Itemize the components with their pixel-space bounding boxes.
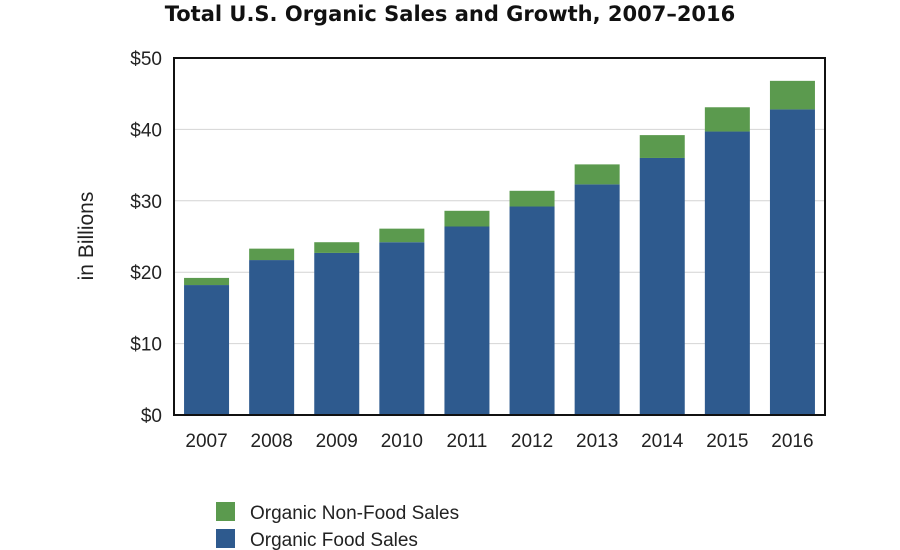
bar-segment [769, 80, 815, 110]
plot-frame [173, 57, 826, 416]
y-tick-label: $40 [130, 120, 162, 141]
chart-title: Total U.S. Organic Sales and Growth, 200… [164, 2, 736, 26]
bar-segment [314, 252, 360, 415]
bar-segment [704, 107, 750, 132]
bar-segment [184, 285, 230, 415]
y-tick-label: $10 [130, 335, 162, 356]
x-tick-label: 2016 [771, 431, 813, 452]
x-tick-label: 2012 [511, 431, 553, 452]
y-tick-label: $20 [130, 263, 162, 284]
bar-segment [379, 242, 425, 415]
legend: Organic Non-Food Sales Organic Food Sales [216, 502, 459, 550]
y-tick-label: $50 [130, 49, 162, 70]
x-tick-label: 2014 [641, 431, 684, 452]
bar-segment [379, 228, 425, 243]
x-axis-tick-labels: 2007 2008 2009 2010 2011 2012 2013 2014 2015 2016 [185, 431, 813, 452]
legend-label: Organic Food Sales [250, 530, 418, 550]
x-tick-label: 2011 [447, 431, 488, 452]
bar-segment [574, 184, 620, 415]
bar-segment [704, 131, 750, 416]
bar-segment [509, 206, 555, 415]
y-axis-tick-labels: $0 $10 $20 $30 $40 $50 [130, 49, 162, 427]
x-tick-label: 2007 [185, 431, 227, 452]
bar-segment [574, 164, 620, 185]
bar-segment [249, 260, 295, 415]
y-tick-label: $0 [141, 406, 162, 427]
bar-segment [639, 157, 685, 415]
bar-segment [509, 190, 555, 207]
x-tick-label: 2009 [316, 431, 358, 452]
bars [184, 80, 815, 416]
y-tick-label: $30 [130, 192, 162, 213]
legend-swatch [216, 529, 235, 548]
bar-segment [444, 210, 490, 227]
bar-segment [444, 226, 490, 415]
bar-segment [639, 135, 685, 158]
legend-swatch [216, 502, 235, 521]
bar-segment [769, 109, 815, 416]
y-axis-label: in Billions [75, 192, 98, 281]
bar-segment [314, 242, 360, 253]
bar-segment [249, 248, 295, 261]
x-tick-label: 2013 [576, 431, 618, 452]
bar-segment [184, 277, 230, 286]
x-tick-label: 2008 [251, 431, 293, 452]
x-tick-label: 2010 [381, 431, 423, 452]
x-tick-label: 2015 [706, 431, 748, 452]
legend-label: Organic Non-Food Sales [250, 503, 459, 524]
